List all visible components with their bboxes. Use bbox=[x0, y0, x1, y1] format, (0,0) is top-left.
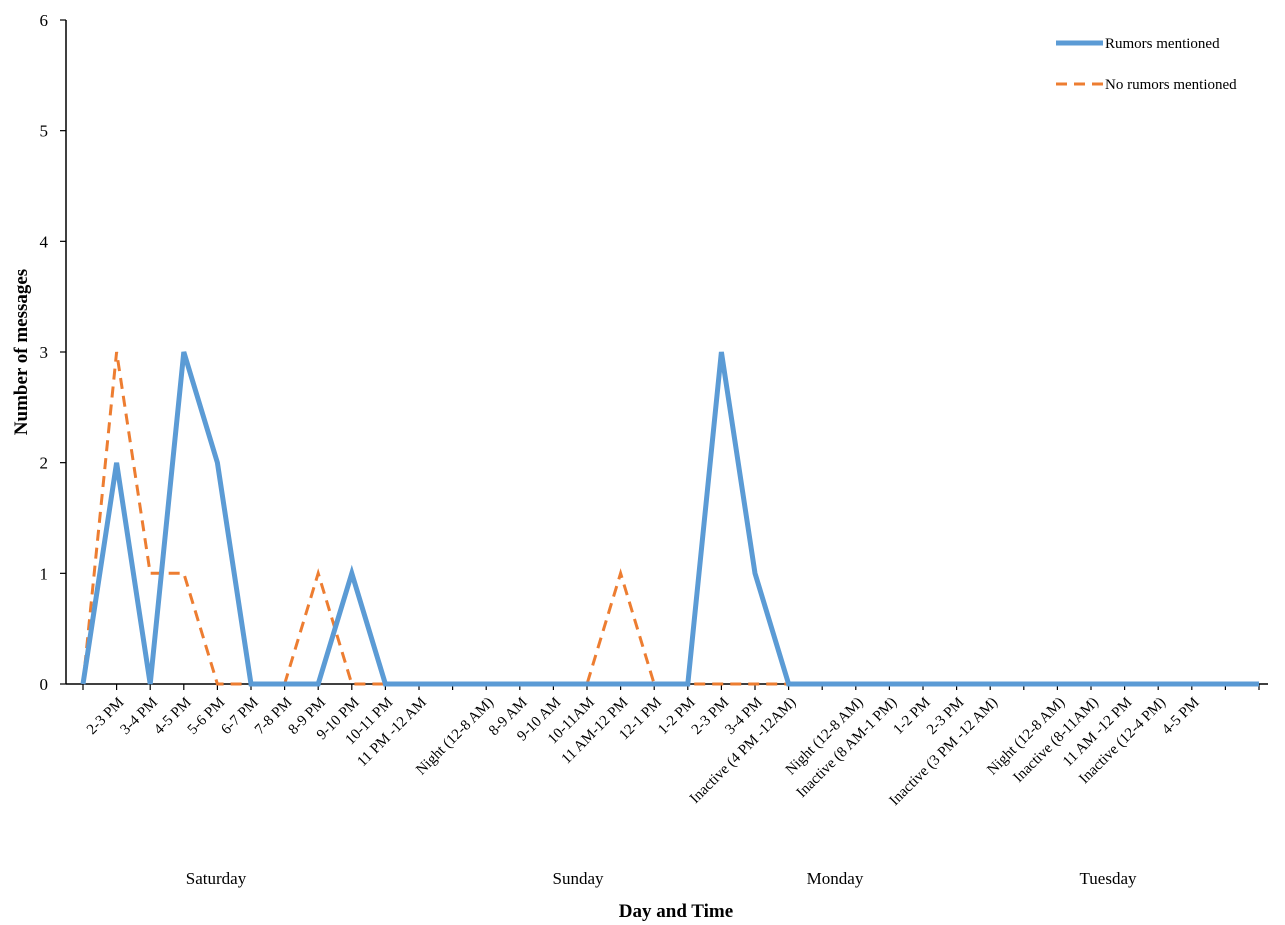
y-ticks: 0 1 2 3 4 5 6 bbox=[40, 11, 66, 694]
series-rumors-line bbox=[80, 351, 1259, 687]
y-axis-title: Number of messages bbox=[11, 269, 32, 435]
x-tick-label: 1-2 PM bbox=[655, 695, 698, 738]
x-tick-label: 7-8 PM bbox=[252, 695, 295, 738]
y-axis: 0 1 2 3 4 5 6 bbox=[40, 11, 67, 694]
x-tick-label: 5-6 PM bbox=[185, 695, 228, 738]
x-axis: 2-3 PM3-4 PM4-5 PM5-6 PM6-7 PM7-8 PM8-9 … bbox=[66, 683, 1268, 809]
legend-label: No rumors mentioned bbox=[1105, 77, 1237, 93]
day-label: Saturday bbox=[186, 869, 247, 888]
legend-label: Rumors mentioned bbox=[1105, 36, 1220, 52]
y-tick-label: 6 bbox=[40, 11, 49, 30]
y-tick-label: 1 bbox=[40, 564, 49, 583]
day-label: Monday bbox=[807, 869, 864, 888]
x-tick-label: 6-7 PM bbox=[218, 695, 261, 738]
y-tick-label: 0 bbox=[40, 675, 49, 694]
day-labels: Saturday Sunday Monday Tuesday bbox=[186, 869, 1137, 888]
day-label: Tuesday bbox=[1080, 869, 1137, 888]
series-no-rumors-line bbox=[81, 351, 1259, 686]
x-axis-title: Day and Time bbox=[619, 901, 733, 922]
x-tick-label: 3-4 PM bbox=[118, 695, 161, 738]
y-tick-label: 4 bbox=[40, 232, 49, 251]
legend: Rumors mentioned No rumors mentioned bbox=[1056, 36, 1237, 93]
y-tick-label: 2 bbox=[40, 454, 49, 473]
day-label: Sunday bbox=[553, 869, 605, 888]
x-tick-label: 4-5 PM bbox=[151, 695, 194, 738]
y-tick-label: 3 bbox=[40, 343, 49, 362]
series-layer bbox=[80, 351, 1259, 687]
y-tick-label: 5 bbox=[40, 122, 49, 141]
x-ticks: 2-3 PM3-4 PM4-5 PM5-6 PM6-7 PM7-8 PM8-9 … bbox=[82, 684, 1260, 809]
x-tick-label: 4-5 PM bbox=[1159, 695, 1202, 738]
x-tick-label: 1-2 PM bbox=[890, 695, 933, 738]
x-tick-label: 2-3 PM bbox=[84, 695, 127, 738]
x-tick-label: 2-3 PM bbox=[689, 695, 732, 738]
